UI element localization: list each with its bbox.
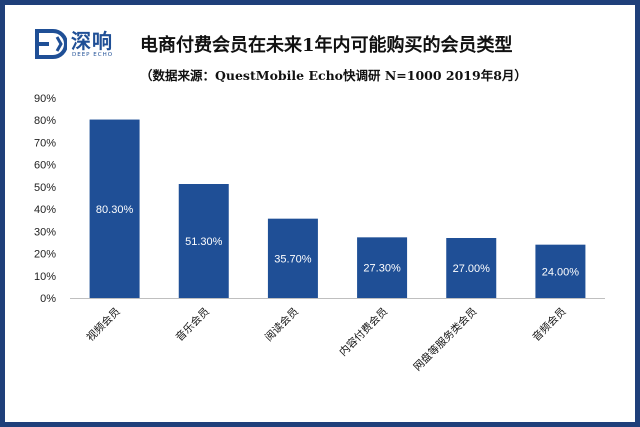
y-tick-label: 20% — [34, 249, 56, 261]
data-label: 80.30% — [96, 204, 134, 216]
brand-logo: 深响 DEEP ECHO — [33, 25, 123, 69]
x-tick-label: 网盘等服务类会员 — [411, 305, 480, 374]
bar — [178, 184, 229, 298]
bar — [535, 244, 586, 298]
chart-subtitle: （数据来源：QuestMobile Echo快调研 N=1000 2019年8月… — [140, 68, 527, 83]
bar — [267, 218, 318, 298]
bar — [357, 237, 408, 298]
y-tick-label: 40% — [34, 204, 56, 216]
logo-mark-icon — [35, 29, 67, 59]
bar — [446, 238, 497, 298]
data-label: 51.30% — [185, 236, 223, 248]
x-tick-label: 音频会员 — [530, 305, 569, 344]
y-tick-label: 90% — [34, 93, 56, 105]
y-tick-label: 50% — [34, 182, 56, 194]
y-tick-label: 10% — [34, 271, 56, 283]
logo-text: 深响 — [71, 29, 113, 53]
x-tick-label: 阅读会员 — [262, 305, 301, 344]
data-label: 27.00% — [453, 263, 491, 275]
bar — [89, 119, 140, 298]
data-label: 35.70% — [274, 253, 312, 265]
y-tick-label: 0% — [40, 293, 56, 305]
y-tick-label: 80% — [34, 115, 56, 127]
logo-subtext: DEEP ECHO — [72, 52, 114, 58]
x-tick-label: 视频会员 — [84, 305, 123, 344]
chart-title: 电商付费会员在未来1年内可能购买的会员类型 — [140, 35, 513, 56]
y-tick-label: 30% — [34, 226, 56, 238]
x-tick-label: 音乐会员 — [173, 305, 212, 344]
y-tick-label: 60% — [34, 160, 56, 172]
y-tick-label: 70% — [34, 137, 56, 149]
data-label: 24.00% — [542, 266, 580, 278]
x-tick-label: 内容付费会员 — [336, 305, 390, 359]
data-label: 27.30% — [363, 263, 401, 275]
